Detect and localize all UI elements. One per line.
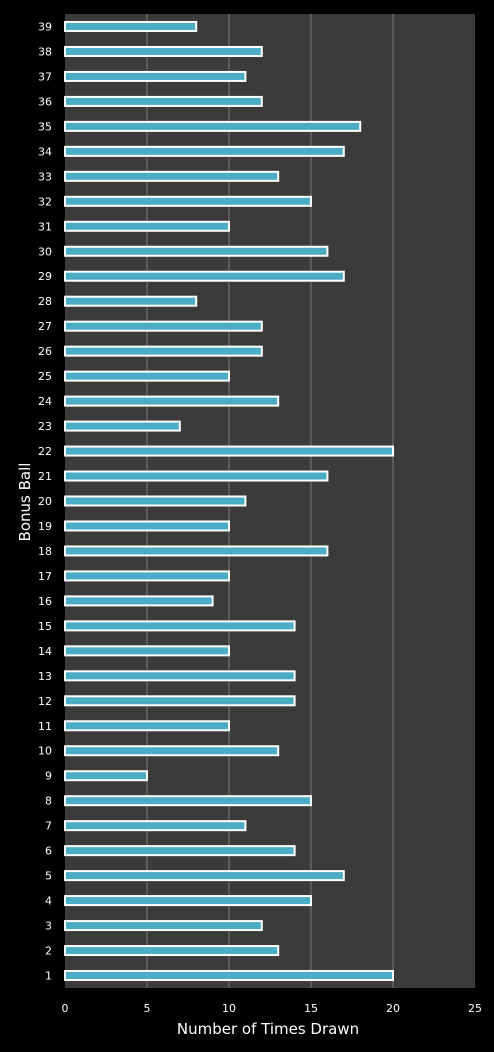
bar-ball-20 bbox=[64, 495, 247, 507]
y-tick-label: 3 bbox=[45, 920, 52, 933]
x-tick-label: 10 bbox=[222, 1002, 236, 1015]
bar-ball-7 bbox=[64, 820, 247, 832]
bar-ball-16 bbox=[64, 595, 214, 607]
y-tick-label: 33 bbox=[38, 170, 52, 183]
bar-ball-21 bbox=[64, 470, 329, 482]
bar-ball-27 bbox=[64, 320, 263, 332]
y-tick-label: 1 bbox=[45, 970, 52, 983]
y-tick-label: 17 bbox=[38, 570, 52, 583]
x-tick-label: 20 bbox=[386, 1002, 400, 1015]
y-tick-label: 14 bbox=[38, 645, 52, 658]
y-tick-label: 32 bbox=[38, 195, 52, 208]
bar-ball-28 bbox=[64, 295, 198, 307]
y-tick-label: 6 bbox=[45, 845, 52, 858]
y-tick-label: 13 bbox=[38, 670, 52, 683]
bar-ball-14 bbox=[64, 645, 230, 657]
bar-ball-17 bbox=[64, 570, 230, 582]
bar-ball-2 bbox=[64, 945, 280, 957]
y-tick-label: 7 bbox=[45, 820, 52, 833]
bar-ball-10 bbox=[64, 745, 280, 757]
y-tick-label: 22 bbox=[38, 445, 52, 458]
y-tick-label: 21 bbox=[38, 470, 52, 483]
y-tick-label: 37 bbox=[38, 70, 52, 83]
bar-ball-34 bbox=[64, 145, 345, 157]
bar-ball-9 bbox=[64, 770, 148, 782]
bar-ball-5 bbox=[64, 870, 345, 882]
x-tick-label: 15 bbox=[304, 1002, 318, 1015]
bar-ball-22 bbox=[64, 445, 394, 457]
bar-ball-26 bbox=[64, 345, 263, 357]
y-tick-label: 26 bbox=[38, 345, 52, 358]
y-tick-label: 25 bbox=[38, 370, 52, 383]
bar-ball-15 bbox=[64, 620, 296, 632]
y-tick-label: 11 bbox=[38, 720, 52, 733]
bar-ball-35 bbox=[64, 120, 362, 132]
bar-ball-38 bbox=[64, 45, 263, 57]
y-tick-label: 9 bbox=[45, 770, 52, 783]
bar-ball-3 bbox=[64, 920, 263, 932]
y-tick-label: 23 bbox=[38, 420, 52, 433]
x-tick-label: 5 bbox=[144, 1002, 151, 1015]
bar-ball-37 bbox=[64, 70, 247, 82]
bar-ball-19 bbox=[64, 520, 230, 532]
y-tick-label: 16 bbox=[38, 595, 52, 608]
bar-ball-24 bbox=[64, 395, 280, 407]
bar-ball-23 bbox=[64, 420, 181, 432]
x-tick-label: 25 bbox=[468, 1002, 482, 1015]
y-tick-label: 29 bbox=[38, 270, 52, 283]
y-tick-label: 31 bbox=[38, 220, 52, 233]
y-tick-label: 10 bbox=[38, 745, 52, 758]
y-tick-labels: 1234567891011121314151617181920212223242… bbox=[38, 20, 52, 982]
bar-ball-30 bbox=[64, 245, 329, 257]
bar-ball-39 bbox=[64, 20, 198, 32]
y-tick-label: 8 bbox=[45, 795, 52, 808]
y-tick-label: 30 bbox=[38, 245, 52, 258]
y-tick-label: 27 bbox=[38, 320, 52, 333]
x-tick-label: 0 bbox=[62, 1002, 69, 1015]
bar-ball-6 bbox=[64, 845, 296, 857]
y-tick-label: 35 bbox=[38, 120, 52, 133]
y-tick-label: 15 bbox=[38, 620, 52, 633]
y-tick-label: 19 bbox=[38, 520, 52, 533]
bar-ball-18 bbox=[64, 545, 329, 557]
y-tick-label: 24 bbox=[38, 395, 52, 408]
bar-ball-31 bbox=[64, 220, 230, 232]
bar-ball-8 bbox=[64, 795, 312, 807]
y-tick-label: 4 bbox=[45, 895, 52, 908]
y-tick-label: 28 bbox=[38, 295, 52, 308]
x-tick-labels: 0 5 10 15 20 25 bbox=[62, 1002, 483, 1015]
y-tick-label: 39 bbox=[38, 20, 52, 33]
bar-ball-33 bbox=[64, 170, 280, 182]
bar-ball-13 bbox=[64, 670, 296, 682]
y-tick-label: 12 bbox=[38, 695, 52, 708]
bar-ball-12 bbox=[64, 695, 296, 707]
y-tick-label: 38 bbox=[38, 45, 52, 58]
y-tick-label: 18 bbox=[38, 545, 52, 558]
y-tick-label: 34 bbox=[38, 145, 52, 158]
bar-ball-11 bbox=[64, 720, 230, 732]
y-tick-label: 2 bbox=[45, 945, 52, 958]
y-tick-label: 36 bbox=[38, 95, 52, 108]
x-axis-title: Number of Times Drawn bbox=[177, 1020, 359, 1038]
y-tick-label: 5 bbox=[45, 870, 52, 883]
bar-ball-32 bbox=[64, 195, 312, 207]
y-tick-label: 20 bbox=[38, 495, 52, 508]
y-axis-title: Bonus Ball bbox=[16, 463, 34, 542]
bar-ball-36 bbox=[64, 95, 263, 107]
bars bbox=[64, 20, 394, 982]
bar-ball-4 bbox=[64, 895, 312, 907]
bar-ball-1 bbox=[64, 970, 394, 982]
bar-ball-29 bbox=[64, 270, 345, 282]
bar-ball-25 bbox=[64, 370, 230, 382]
